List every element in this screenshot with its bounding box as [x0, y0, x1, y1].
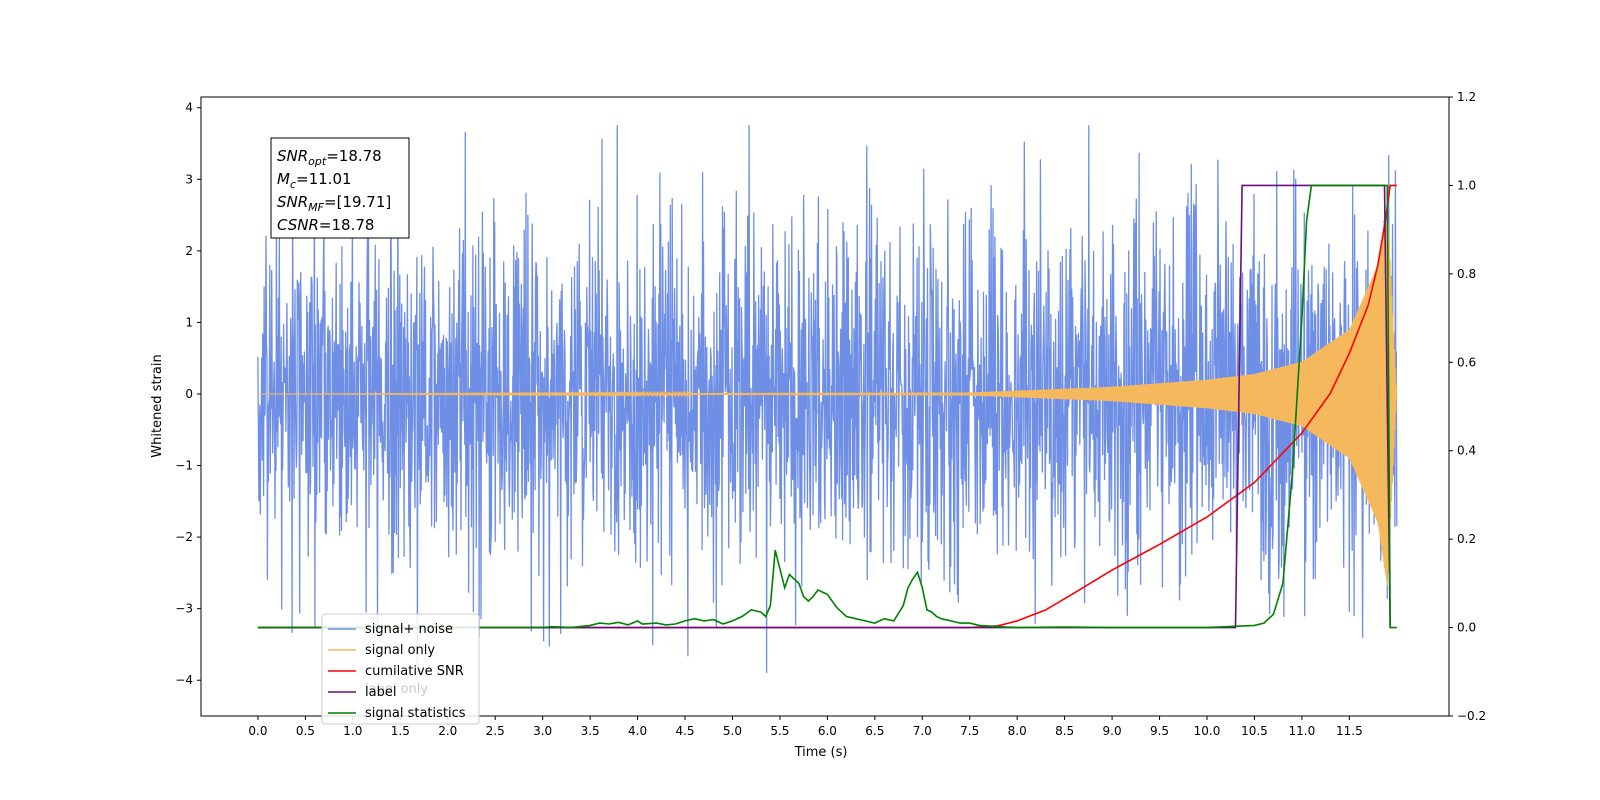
x-tick-label: 5.0	[723, 724, 742, 738]
y-axis-label: Whitened strain	[150, 354, 165, 457]
y-tick-label: 4	[185, 101, 193, 115]
legend-label: signal statistics	[365, 706, 466, 721]
legend-label: label	[365, 685, 396, 700]
series-signal-only	[257, 204, 1398, 587]
y-tick-label: −1	[175, 459, 193, 473]
x-tick-label: 2.0	[438, 724, 457, 738]
x-tick-label: 6.5	[865, 724, 884, 738]
series-signal-statistics	[257, 184, 1397, 629]
x-tick-label: 3.0	[533, 724, 552, 738]
plot-frame	[200, 96, 1450, 717]
legend: label only signal+ noise signal only cumil…	[321, 613, 480, 725]
x-tick-label: 1.0	[343, 724, 362, 738]
annotation-line: Mc=11.01	[277, 170, 352, 191]
plot-area	[257, 124, 1398, 674]
x-tick-label: 5.5	[770, 724, 789, 738]
legend-label: signal+ noise	[365, 622, 453, 637]
legend-ghost-text: label only	[365, 682, 428, 697]
y2-tick-label: 0.6	[1457, 355, 1476, 369]
y2-tick-label: 1.0	[1457, 178, 1476, 192]
y2-tick-label: 1.2	[1457, 90, 1476, 104]
x-tick-label: 10.0	[1194, 724, 1221, 738]
y-tick-label: −2	[175, 530, 193, 544]
y-tick-label: 3	[185, 172, 193, 186]
legend-label: cumilative SNR	[365, 664, 464, 679]
series-signal-plus-noise	[257, 124, 1398, 674]
x-axis-label: Time (s)	[794, 745, 848, 760]
x-tick-label: 11.0	[1289, 724, 1316, 738]
x-tick-label: 4.0	[628, 724, 647, 738]
x-tick-label: 7.5	[960, 724, 979, 738]
annotation-line: SNRopt=18.78	[277, 147, 382, 168]
y-tick-label: 1	[185, 315, 193, 329]
x-tick-label: 4.5	[675, 724, 694, 738]
x-tick-label: 0.5	[296, 724, 315, 738]
y2-tick-label: 0.8	[1457, 267, 1476, 281]
x-tick-label: 8.5	[1055, 724, 1074, 738]
y-axis: −4 −3 −2 −1 0 1 2 3 4	[175, 101, 201, 687]
annotation-line: CSNR=18.78	[277, 216, 374, 234]
y-tick-label: 0	[185, 387, 193, 401]
x-tick-label: 9.5	[1150, 724, 1169, 738]
x-axis: 0.0 0.5 1.0 1.5 2.0 2.5 3.0 3.5 4.0 4.5 5.0 5.5 6.0 6…	[248, 716, 1363, 738]
y2-tick-label: 0.4	[1457, 444, 1476, 458]
series-cumulative-snr	[257, 184, 1397, 629]
annotation-line: SNRMF=[19.71]	[277, 193, 391, 214]
y2-tick-label: −0.2	[1457, 709, 1486, 723]
x-tick-label: 8.0	[1008, 724, 1027, 738]
x-tick-label: 2.5	[486, 724, 505, 738]
y2-tick-label: 0.2	[1457, 532, 1476, 546]
y2-axis: −0.2 0.0 0.2 0.4 0.6 0.8 1.0 1.2	[1449, 90, 1486, 723]
x-tick-label: 1.5	[391, 724, 410, 738]
y-tick-label: −3	[175, 602, 193, 616]
x-tick-label: 11.5	[1336, 724, 1363, 738]
x-tick-label: 3.5	[581, 724, 600, 738]
x-tick-label: 9.0	[1103, 724, 1122, 738]
y-tick-label: −4	[175, 673, 193, 687]
y-tick-label: 2	[185, 244, 193, 258]
x-tick-label: 0.0	[248, 724, 267, 738]
x-tick-label: 10.5	[1241, 724, 1268, 738]
y2-tick-label: 0.0	[1457, 621, 1476, 635]
x-tick-label: 6.0	[818, 724, 837, 738]
x-tick-label: 7.0	[913, 724, 932, 738]
legend-label: signal only	[365, 643, 435, 658]
